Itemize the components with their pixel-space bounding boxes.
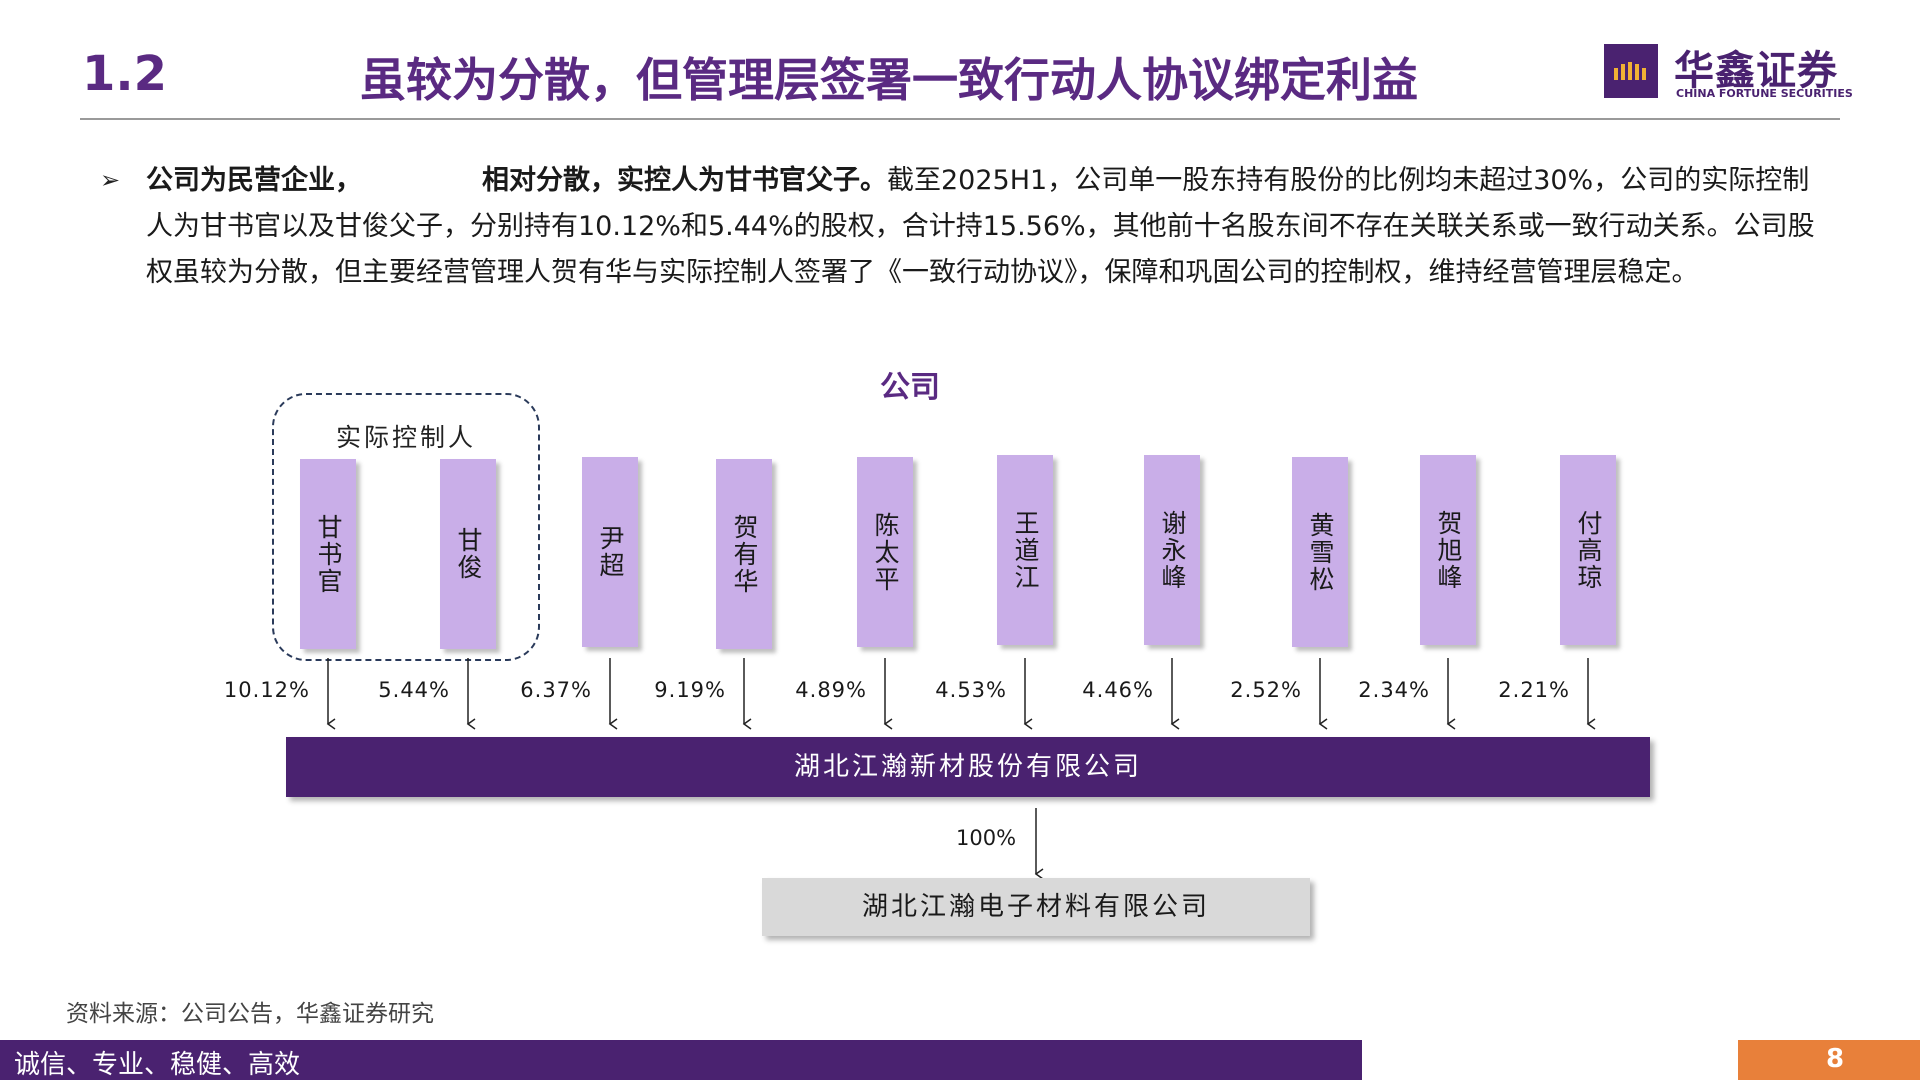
shareholder-name: 谢永峰 — [1158, 509, 1187, 591]
shareholder-name: 黄雪松 — [1306, 511, 1335, 593]
shareholder-box: 贺旭峰 — [1420, 455, 1476, 645]
logo-text-cn: 华鑫证券 — [1674, 48, 1838, 94]
title-divider — [80, 118, 1840, 120]
footer-band — [0, 1040, 1362, 1080]
logo-mark-icon — [1604, 44, 1658, 98]
shareholder-percentage: 4.53% — [935, 678, 1007, 702]
diagram-top-label: 公司 — [880, 370, 940, 405]
source-note: 资料来源：公司公告，华鑫证券研究 — [66, 1001, 434, 1027]
controller-label: 实际控制人 — [335, 423, 476, 452]
shareholder-percentage: 10.12% — [223, 678, 310, 702]
logo-text-en: CHINA FORTUNE SECURITIES — [1676, 87, 1853, 100]
shareholder-name: 贺有华 — [730, 513, 759, 595]
bullet-body: 截至2025H1，公司单一股东持有股份的比例均未超过30%，公司的实际控制人为甘… — [146, 165, 1815, 288]
shareholder-box: 王道江 — [997, 455, 1053, 645]
page-title: 虽较为分散，但管理层签署一致行动人协议绑定利益 — [360, 53, 1418, 107]
shareholder-percentage: 9.19% — [654, 678, 726, 702]
subsidiary-box — [762, 878, 1310, 936]
shareholder-percentage: 4.46% — [1082, 678, 1154, 702]
bullet-bold-2: 相对分散，实控人为甘书官父子。 — [482, 165, 887, 196]
shareholder-percentage: 2.34% — [1358, 678, 1430, 702]
shareholder-box: 甘俊 — [440, 459, 496, 649]
shareholder-name: 王道江 — [1011, 509, 1040, 591]
shareholder-percentage: 2.21% — [1498, 678, 1570, 702]
shareholder-percentage: 2.52% — [1230, 678, 1302, 702]
shareholder-name: 尹超 — [596, 525, 625, 579]
shareholder-box: 贺有华 — [716, 459, 772, 649]
shareholder-name: 甘书官 — [314, 513, 343, 595]
section-number: 1.2 — [82, 46, 168, 102]
shareholder-box: 甘书官 — [300, 459, 356, 649]
shareholder-box: 付高琼 — [1560, 455, 1616, 645]
shareholder-percentage: 4.89% — [795, 678, 867, 702]
controller-group-box — [272, 393, 540, 661]
bullet-arrow-icon: ➢ — [100, 166, 121, 194]
main-company-box — [286, 737, 1650, 797]
footer-accent — [1738, 1040, 1920, 1080]
shareholder-box: 尹超 — [582, 457, 638, 647]
footer-gap — [1362, 1040, 1732, 1080]
shareholder-box: 陈太平 — [857, 457, 913, 647]
shareholder-box: 谢永峰 — [1144, 455, 1200, 645]
shareholder-percentage: 6.37% — [520, 678, 592, 702]
shareholder-name: 陈太平 — [871, 511, 900, 593]
shareholder-name: 甘俊 — [454, 527, 483, 581]
bullet-paragraph: 公司为民营企业， 相对分散，实控人为甘书官父子。截至2025H1，公司单一股东持有… — [146, 158, 1826, 296]
shareholder-name: 贺旭峰 — [1434, 509, 1463, 591]
shareholder-name: 付高琼 — [1574, 509, 1603, 591]
shareholder-box: 黄雪松 — [1292, 457, 1348, 647]
bullet-bold-1: 公司为民营企业， — [146, 165, 362, 196]
main-company-name: 湖北江瀚新材股份有限公司 — [793, 752, 1142, 782]
shareholder-percentage: 5.44% — [378, 678, 450, 702]
page-number: 8 — [1826, 1044, 1845, 1074]
subsidiary-percentage: 100% — [956, 826, 1017, 850]
subsidiary-name: 湖北江瀚电子材料有限公司 — [861, 892, 1210, 922]
footer-slogan: 诚信、专业、稳健、高效 — [14, 1050, 301, 1080]
company-logo: 华鑫证券 CHINA FORTUNE SECURITIES — [1604, 42, 1853, 100]
